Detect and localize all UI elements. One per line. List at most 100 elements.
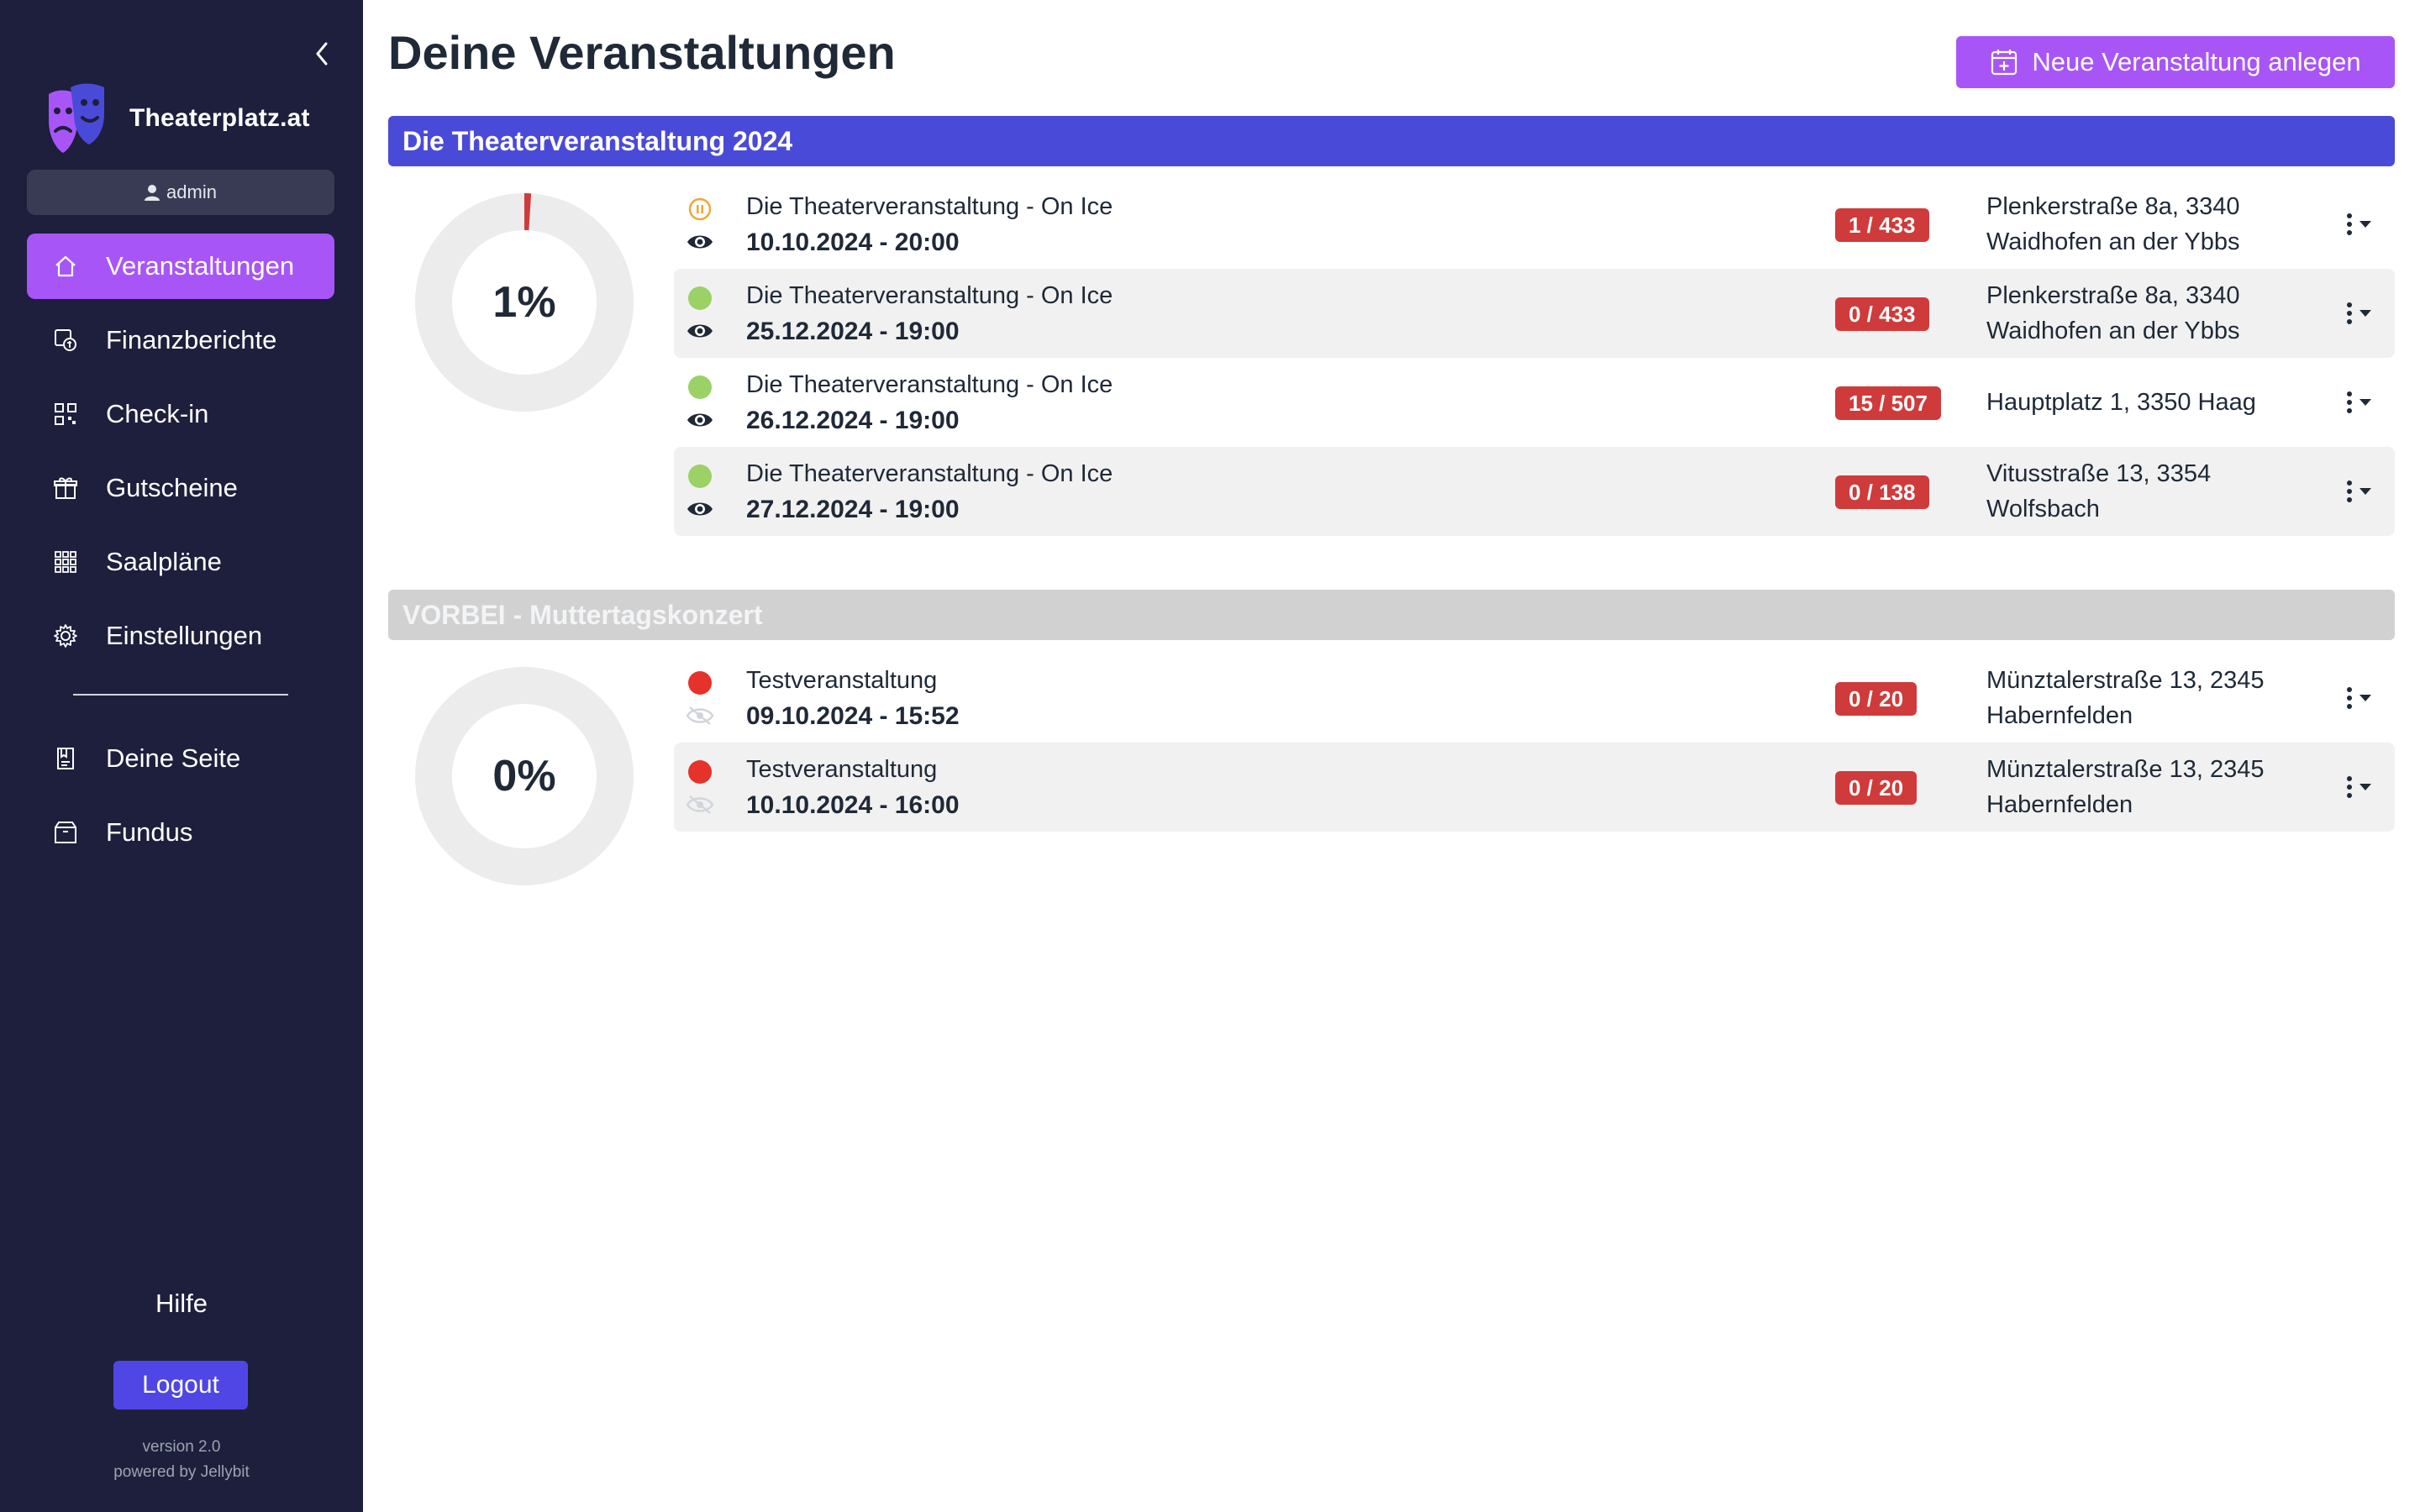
event-row[interactable]: Die Theaterveranstaltung - On Ice 10.10.…: [674, 180, 2395, 269]
donut-track: [415, 667, 634, 885]
eye-icon[interactable]: [686, 232, 714, 252]
ended-status-icon: [688, 760, 712, 784]
eye-icon[interactable]: [686, 410, 714, 430]
sales-donut-chart: [415, 193, 634, 412]
kebab-menu-icon[interactable]: [2338, 299, 2380, 328]
event-address-city: Habernfelden: [1986, 791, 2133, 818]
sidebar-item-saalplaene[interactable]: Saalpläne: [27, 529, 334, 595]
eye-icon[interactable]: [686, 321, 714, 341]
event-name: Die Theaterveranstaltung - On Ice: [746, 193, 1113, 220]
sidebar-item-finanzberichte[interactable]: Finanzberichte: [27, 307, 334, 373]
event-date: 09.10.2024 - 15:52: [746, 702, 960, 730]
event-list: Testveranstaltung 09.10.2024 - 15:52 0 /…: [674, 654, 2395, 832]
event-address: Münztalerstraße 13, 2345: [1986, 756, 2265, 783]
sidebar-item-deine-seite[interactable]: Deine Seite: [27, 726, 334, 791]
event-row[interactable]: Die Theaterveranstaltung - On Ice 26.12.…: [674, 358, 2395, 447]
nav-divider: [73, 694, 288, 696]
logout-button[interactable]: Logout: [113, 1361, 248, 1410]
page-icon: [52, 745, 79, 772]
kebab-menu-icon[interactable]: [2338, 684, 2380, 712]
calendar-plus-icon: [1991, 50, 2018, 76]
sidebar-item-label: Gutscheine: [106, 473, 238, 502]
new-event-button[interactable]: Neue Veranstaltung anlegen: [1956, 36, 2395, 88]
brand-name: Theaterplatz.at: [129, 104, 310, 132]
qr-code-icon: [52, 401, 79, 428]
event-name: Testveranstaltung: [746, 667, 938, 694]
sidebar-item-veranstaltungen[interactable]: Veranstaltungen: [27, 234, 334, 299]
event-name: Die Theaterveranstaltung - On Ice: [746, 371, 1113, 398]
event-row[interactable]: Die Theaterveranstaltung - On Ice 25.12.…: [674, 269, 2395, 358]
event-date: 10.10.2024 - 20:00: [746, 228, 960, 256]
theater-masks-icon: [49, 83, 104, 153]
user-name: admin: [166, 181, 217, 202]
event-row[interactable]: Die Theaterveranstaltung - On Ice 27.12.…: [674, 447, 2395, 536]
event-address-city: Waidhofen an der Ybbs: [1986, 318, 2240, 344]
finance-report-icon: [52, 327, 79, 354]
eye-icon[interactable]: [686, 499, 714, 519]
kebab-menu-icon[interactable]: [2338, 773, 2380, 801]
version-text: version 2.0: [142, 1438, 221, 1456]
seats-badge: 1 / 433: [1835, 208, 1929, 242]
new-event-label: Neue Veranstaltung anlegen: [2032, 47, 2361, 76]
event-row[interactable]: Testveranstaltung 09.10.2024 - 15:52 0 /…: [674, 654, 2395, 743]
seats-badge: 0 / 433: [1835, 297, 1929, 331]
event-name: Testveranstaltung: [746, 756, 938, 783]
sidebar-item-einstellungen[interactable]: Einstellungen: [27, 603, 334, 669]
active-status-icon: [688, 286, 712, 310]
sidebar-item-label: Fundus: [106, 817, 193, 847]
sidebar-item-label: Einstellungen: [106, 621, 263, 650]
powered-by-text: powered by Jellybit: [113, 1463, 250, 1481]
gear-icon: [52, 622, 79, 649]
eye-off-icon[interactable]: [686, 795, 714, 815]
event-address: Plenkerstraße 8a, 3340: [1986, 193, 2240, 220]
sales-percent-label: 1%: [492, 278, 556, 327]
sidebar-item-label: Saalpläne: [106, 547, 222, 576]
sidebar-item-gutscheine[interactable]: Gutscheine: [27, 455, 334, 521]
chevron-left-icon: [316, 42, 328, 66]
kebab-menu-icon[interactable]: [2338, 477, 2380, 506]
event-address-city: Wolfsbach: [1986, 496, 2100, 522]
sales-percent-label: 0%: [492, 752, 556, 801]
seats-badge: 0 / 20: [1835, 682, 1918, 716]
page-title: Deine Veranstaltungen: [388, 26, 896, 79]
sidebar-item-label: Finanzberichte: [106, 325, 277, 354]
sidebar-item-label: Check-in: [106, 399, 209, 428]
event-address: Vitusstraße 13, 3354: [1986, 460, 2212, 487]
seats-badge: 0 / 138: [1835, 475, 1929, 509]
event-group-header[interactable]: Die Theaterveranstaltung 2024: [388, 116, 2395, 166]
sidebar-item-label: Veranstaltungen: [106, 251, 295, 281]
brand[interactable]: Theaterplatz.at: [45, 81, 310, 156]
active-status-icon: [688, 465, 712, 488]
event-date: 26.12.2024 - 19:00: [746, 407, 960, 434]
help-link[interactable]: Hilfe: [155, 1289, 208, 1318]
ended-status-icon: [688, 671, 712, 695]
sales-donut-chart: [415, 667, 634, 885]
home-icon: [52, 253, 79, 280]
gift-icon: [52, 475, 79, 501]
event-address: Hauptplatz 1, 3350 Haag: [1986, 389, 2256, 416]
event-date: 25.12.2024 - 19:00: [746, 318, 960, 345]
sidebar: Theaterplatz.at admin Veranstaltungen Fi…: [0, 0, 363, 1512]
sidebar-item-fundus[interactable]: Fundus: [27, 800, 334, 865]
collapse-sidebar-button[interactable]: [309, 37, 334, 71]
kebab-menu-icon[interactable]: [2338, 388, 2380, 417]
event-date: 10.10.2024 - 16:00: [746, 791, 960, 819]
user-badge[interactable]: admin: [27, 170, 334, 215]
active-status-icon: [688, 375, 712, 399]
grid-icon: [52, 549, 79, 575]
event-address-city: Habernfelden: [1986, 702, 2133, 729]
kebab-menu-icon[interactable]: [2338, 210, 2380, 239]
box-icon: [52, 819, 79, 846]
event-address: Plenkerstraße 8a, 3340: [1986, 282, 2240, 309]
event-row[interactable]: Testveranstaltung 10.10.2024 - 16:00 0 /…: [674, 743, 2395, 832]
event-date: 27.12.2024 - 19:00: [746, 496, 960, 523]
event-name: Die Theaterveranstaltung - On Ice: [746, 282, 1113, 309]
seats-badge: 15 / 507: [1835, 386, 1941, 420]
sidebar-item-check-in[interactable]: Check-in: [27, 381, 334, 447]
eye-off-icon[interactable]: [686, 706, 714, 726]
donut-progress-arc: [415, 193, 634, 412]
seats-badge: 0 / 20: [1835, 771, 1918, 805]
user-icon: [145, 185, 160, 201]
event-group-header[interactable]: VORBEI - Muttertagskonzert: [388, 590, 2395, 640]
event-list: Die Theaterveranstaltung - On Ice 10.10.…: [674, 180, 2395, 536]
